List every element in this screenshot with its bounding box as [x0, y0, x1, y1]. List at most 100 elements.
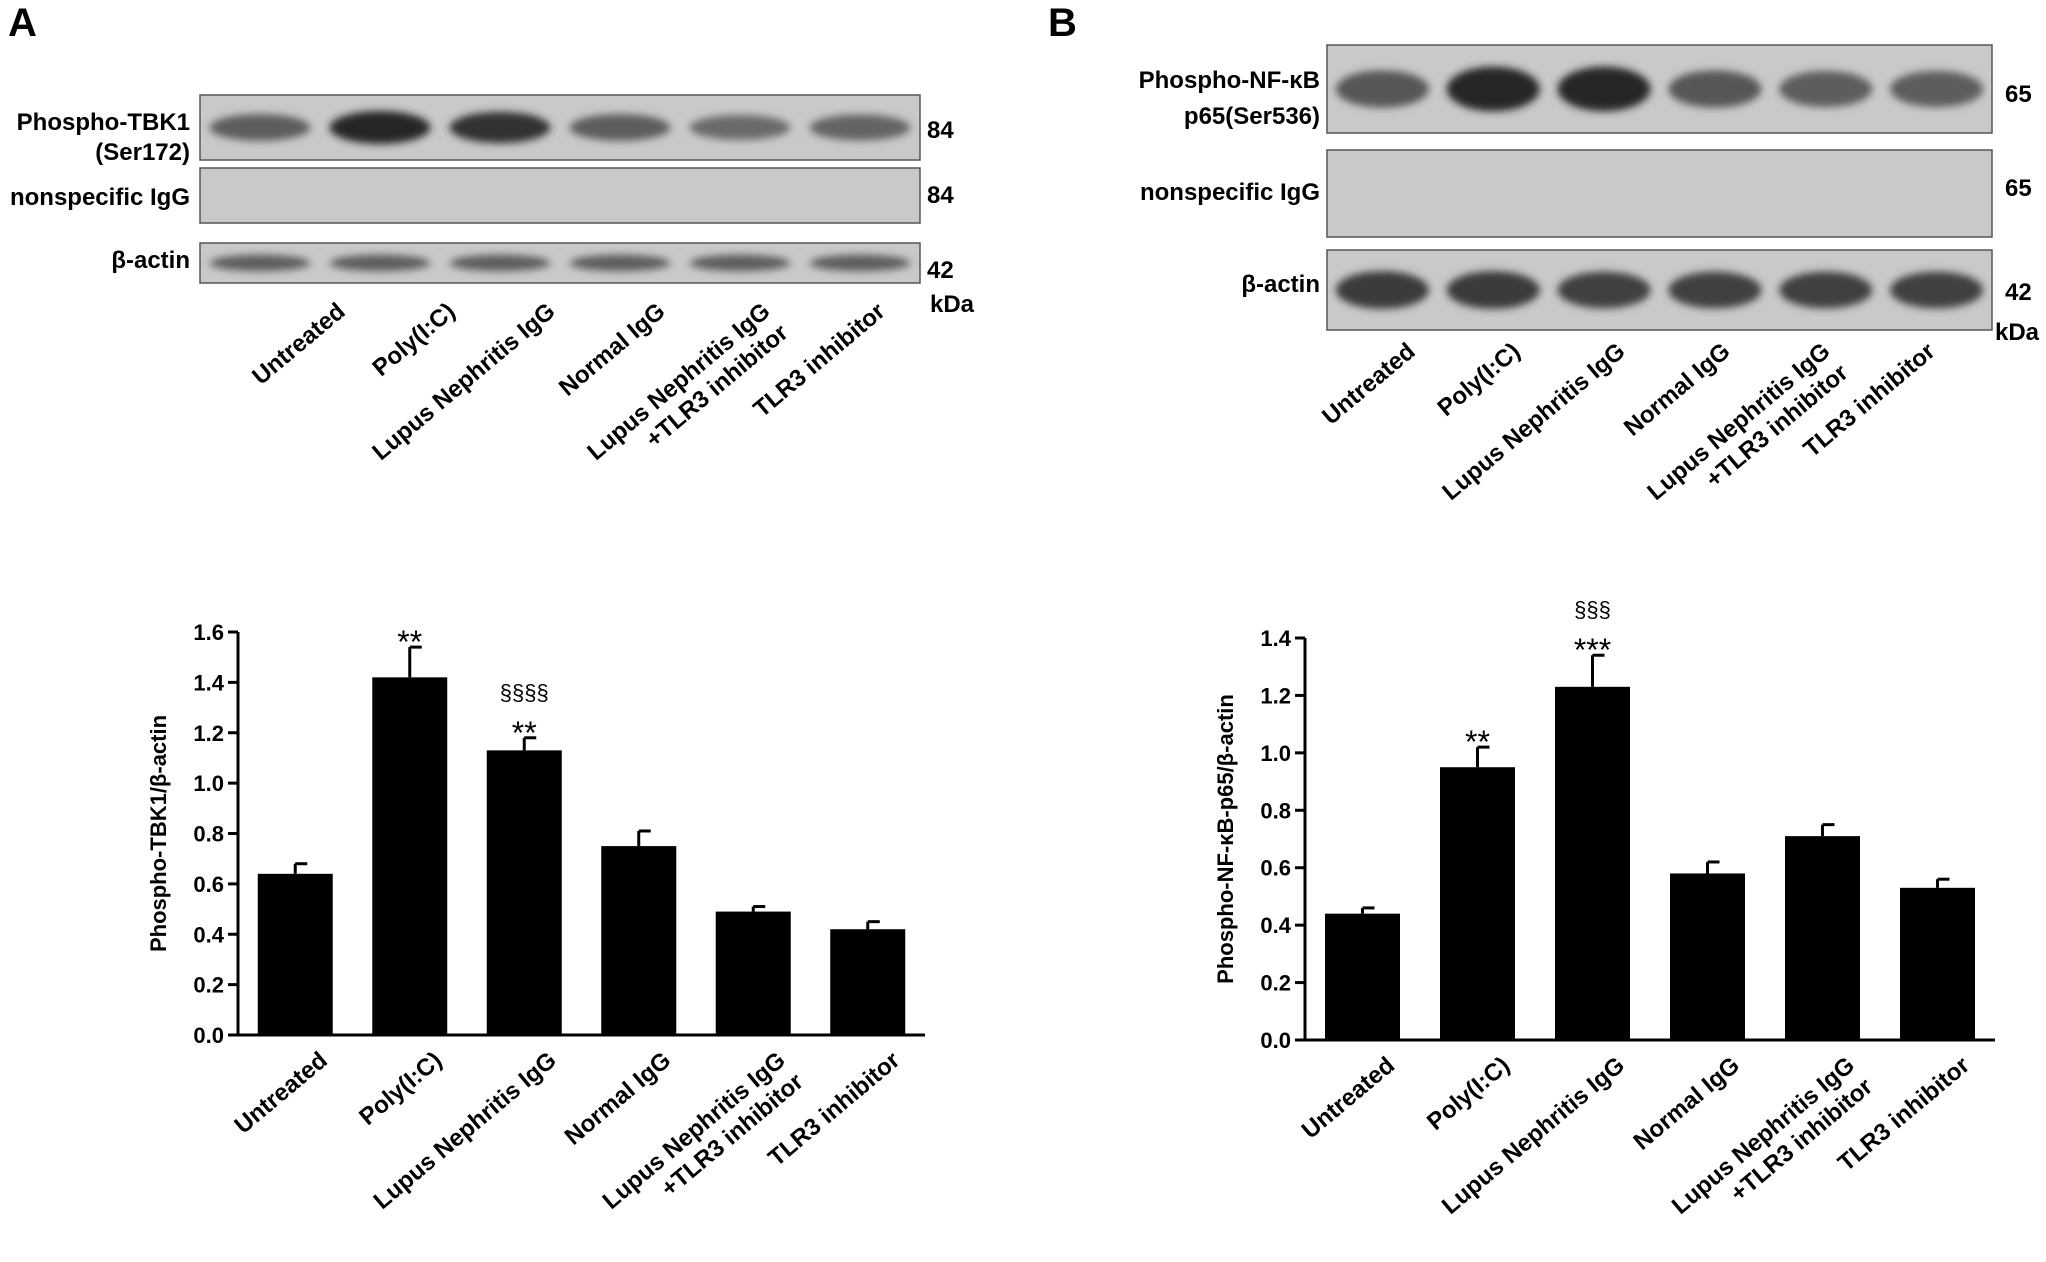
lane-label-line: Lupus Nephritis IgG: [1437, 338, 1630, 506]
blot-strip: β-actin 42: [111, 242, 954, 284]
bar: [372, 677, 448, 1035]
blot-row-label: p65(Ser536): [1184, 103, 1320, 130]
panel-letter: B: [1048, 1, 1077, 45]
blot-row-label: nonspecific IgG: [10, 184, 190, 211]
blot-band: [1335, 70, 1429, 108]
panel-letter: A: [8, 1, 37, 45]
lane-labels: Untreated Poly(I:C)Lupus Nephritis IgGNor…: [247, 298, 890, 466]
y-tick-label: 0.0: [1260, 1028, 1291, 1053]
significance-stars: **: [1465, 724, 1490, 760]
bar-chart-B: 0.0 0.2 0.4 0.6 0.8 1.0 1.2 1.4 Phospho-NF-κB-p6…: [1213, 597, 1995, 1220]
blot-row-label: Phospho-NF-κB: [1139, 67, 1320, 94]
lane-label: Lupus Nephritis IgG: [367, 298, 560, 466]
lane-label-line: Poly(I:C): [367, 298, 460, 382]
kda-marker: 42: [927, 257, 954, 284]
lane-label-line: Lupus Nephritis IgG: [367, 298, 560, 466]
lane-label-line: Lupus Nephritis IgG: [582, 298, 775, 466]
x-category-label-line: Lupus Nephritis IgG: [369, 1047, 562, 1215]
kda-marker: 65: [2005, 175, 2032, 202]
y-tick-label: 1.4: [1260, 626, 1291, 651]
y-axis-title: Phospho-TBK1/β-actin: [146, 715, 171, 952]
y-tick-label: 0.8: [1260, 798, 1291, 823]
y-tick-label: 1.2: [193, 721, 224, 746]
blot-band: [1557, 66, 1651, 112]
blot-band: [1446, 271, 1540, 309]
blot-band: [329, 110, 431, 145]
lane-label-line: Untreated: [247, 298, 350, 391]
blot-band: [1446, 66, 1540, 112]
significance-stars: **: [512, 715, 537, 751]
blot-band: [1779, 271, 1873, 309]
y-tick-label: 0.6: [193, 872, 224, 897]
blot-band: [1335, 271, 1429, 309]
bar: [1900, 887, 1975, 1040]
bar: [1440, 767, 1515, 1040]
bar: [257, 873, 333, 1035]
lane-label: Untreated: [247, 298, 350, 391]
y-tick-label: 1.2: [1260, 683, 1291, 708]
blot-band: [329, 254, 431, 272]
bar: [601, 846, 677, 1035]
kda-marker: 65: [2005, 81, 2032, 108]
y-tick-label: 0.0: [193, 1023, 224, 1048]
x-category-label-line: Untreated: [230, 1047, 333, 1140]
significance-section-marks: §§§: [1574, 597, 1611, 622]
lane-label-line: Untreated: [1317, 338, 1420, 431]
lane-labels: Untreated Poly(I:C)Lupus Nephritis IgGNor…: [1317, 338, 1940, 506]
x-category-label-line: Poly(I:C): [354, 1047, 447, 1131]
y-tick-label: 1.4: [193, 670, 224, 695]
blot-row-label: β-actin: [1241, 271, 1320, 298]
x-category-label: Poly(I:C): [1422, 1052, 1515, 1136]
x-category-label: Normal IgG: [560, 1047, 676, 1151]
significance-stars: **: [397, 624, 422, 660]
blot-membrane: [199, 94, 921, 161]
y-tick-label: 0.2: [193, 973, 224, 998]
blot-strip: Phospho-TBK1 (Ser172) 84: [17, 94, 954, 166]
x-category-label: Untreated: [230, 1047, 333, 1140]
blot-band: [209, 254, 311, 272]
x-category-label: Normal IgG: [1628, 1052, 1744, 1156]
blot-row-label: (Ser172): [95, 139, 190, 166]
blot-strip: nonspecific IgG 65: [1140, 149, 2032, 238]
lane-label: Lupus Nephritis IgG: [1437, 338, 1630, 506]
lane-label: Poly(I:C): [367, 298, 460, 382]
y-tick-label: 0.4: [1260, 913, 1291, 938]
blot-band: [1668, 70, 1762, 108]
x-category-label-line: Untreated: [1297, 1052, 1400, 1145]
blot-band: [689, 254, 791, 272]
blot-membrane: [1326, 44, 1993, 134]
blot-membrane: [1326, 149, 1993, 238]
blot-band: [1779, 70, 1873, 108]
x-category-label: Poly(I:C): [354, 1047, 447, 1131]
x-category-label-line: Poly(I:C): [1422, 1052, 1515, 1136]
blot-row-label: Phospho-TBK1: [17, 109, 190, 136]
kda-unit: kDa: [930, 291, 975, 318]
significance-stars: ***: [1574, 632, 1611, 668]
y-tick-label: 0.2: [1260, 971, 1291, 996]
x-category-label-line: Lupus Nephritis IgG: [598, 1047, 791, 1215]
x-category-label: Lupus Nephritis IgG: [1437, 1052, 1630, 1220]
x-category-label-line: Normal IgG: [560, 1047, 676, 1151]
western-blot-A: Phospho-TBK1 (Ser172) 84 nonspecific IgG 84 β…: [10, 94, 975, 466]
blot-strip: β-actin 42: [1241, 249, 2032, 331]
bar: [715, 911, 791, 1035]
bar: [830, 929, 906, 1035]
blot-membrane: [1326, 249, 1993, 331]
blot-band: [209, 114, 311, 141]
blot-band: [1668, 271, 1762, 309]
kda-marker: 42: [2005, 279, 2032, 306]
blot-band: [449, 254, 551, 272]
x-category-label: Untreated: [1297, 1052, 1400, 1145]
bar: [486, 750, 562, 1035]
blot-band: [449, 111, 551, 144]
x-category-label-line: Normal IgG: [1628, 1052, 1744, 1156]
blot-membrane: [199, 167, 921, 224]
bar-chart-A: 0.0 0.2 0.4 0.6 0.8 1.0 1.2 1.4 1.6 Phospho-TBK1/…: [146, 620, 925, 1215]
blot-band: [569, 254, 671, 272]
blot-row-label: β-actin: [111, 247, 190, 274]
blot-strip: nonspecific IgG 84: [10, 167, 954, 224]
x-category-label-line: Lupus Nephritis IgG: [1437, 1052, 1630, 1220]
x-category-label-line: Lupus Nephritis IgG: [1667, 1052, 1860, 1220]
blot-band: [809, 114, 911, 141]
